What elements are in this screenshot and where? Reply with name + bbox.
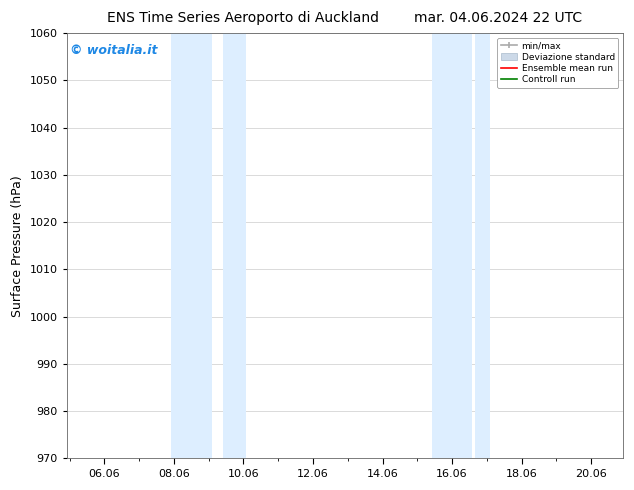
Legend: min/max, Deviazione standard, Ensemble mean run, Controll run: min/max, Deviazione standard, Ensemble m…: [497, 38, 618, 88]
Y-axis label: Surface Pressure (hPa): Surface Pressure (hPa): [11, 175, 24, 317]
Bar: [223, 33, 247, 459]
Bar: [171, 33, 212, 459]
Bar: [476, 33, 489, 459]
Title: ENS Time Series Aeroporto di Auckland        mar. 04.06.2024 22 UTC: ENS Time Series Aeroporto di Auckland ma…: [107, 11, 583, 25]
Bar: [432, 33, 472, 459]
Text: © woitalia.it: © woitalia.it: [70, 44, 157, 57]
